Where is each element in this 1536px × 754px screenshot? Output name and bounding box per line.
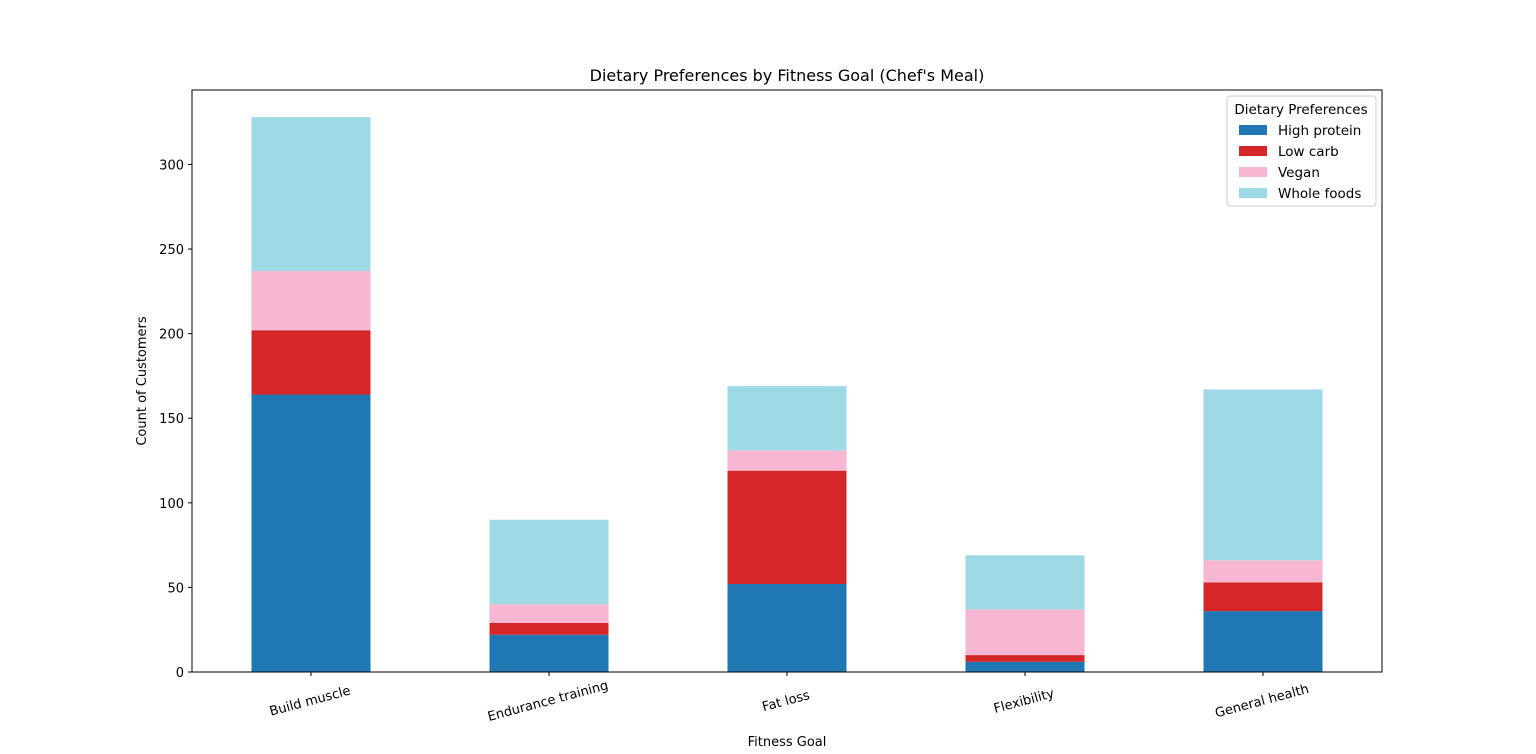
bar-endurance-training-whole-foods — [489, 519, 609, 605]
bar-fat-loss-vegan — [727, 450, 847, 471]
bar-build-muscle-low-carb — [251, 330, 371, 395]
bar-flexibility-low-carb — [965, 655, 1085, 662]
y-tick-label: 200 — [159, 328, 184, 343]
legend-label-low-carb: Low carb — [1278, 144, 1339, 160]
legend-swatch-whole-foods — [1239, 188, 1267, 198]
bar-endurance-training-low-carb — [489, 622, 609, 635]
bar-general-health-whole-foods — [1203, 389, 1323, 561]
bar-general-health-vegan — [1203, 560, 1323, 583]
y-tick-label: 50 — [167, 581, 184, 596]
x-tick-label: General health — [1214, 682, 1311, 721]
bars-layer — [251, 117, 1323, 672]
bar-endurance-training-vegan — [489, 604, 609, 623]
bar-flexibility-whole-foods — [965, 555, 1085, 610]
bar-fat-loss-low-carb — [727, 470, 847, 585]
legend-title: Dietary Preferences — [1234, 102, 1367, 118]
y-tick-label: 300 — [159, 158, 184, 173]
legend-label-whole-foods: Whole foods — [1278, 186, 1361, 202]
x-axis-label: Fitness Goal — [748, 735, 827, 750]
bar-flexibility-vegan — [965, 609, 1085, 656]
bar-build-muscle-whole-foods — [251, 117, 371, 272]
y-tick-label: 250 — [159, 243, 184, 258]
legend-swatch-vegan — [1239, 167, 1267, 177]
chart-title: Dietary Preferences by Fitness Goal (Che… — [590, 66, 985, 85]
legend-label-vegan: Vegan — [1278, 165, 1320, 181]
bar-fat-loss-high-protein — [727, 584, 847, 672]
legend-box — [1226, 95, 1377, 207]
x-tick-label: Flexibility — [992, 686, 1056, 717]
y-tick-label: 0 — [176, 666, 184, 681]
y-axis-label: Count of Customers — [135, 316, 150, 446]
x-axis: Build muscle Endurance training Fat loss Fl… — [268, 672, 1311, 725]
bar-general-health-high-protein — [1203, 611, 1323, 672]
y-tick-label: 150 — [159, 412, 184, 427]
legend-swatch-high-protein — [1239, 125, 1267, 135]
bar-build-muscle-vegan — [251, 271, 371, 331]
bar-general-health-low-carb — [1203, 582, 1323, 612]
legend-label-high-protein: High protein — [1278, 123, 1361, 139]
bar-build-muscle-high-protein — [251, 394, 371, 672]
x-tick-label: Fat loss — [761, 688, 812, 715]
bar-endurance-training-high-protein — [489, 634, 609, 672]
bar-flexibility-high-protein — [965, 661, 1085, 672]
x-tick-label: Endurance training — [486, 678, 610, 725]
legend-swatch-low-carb — [1239, 146, 1267, 156]
y-axis: 0 50 100 150 200 250 300 — [159, 158, 192, 681]
y-tick-label: 100 — [159, 497, 184, 512]
legend: Dietary Preferences High protein Low carb… — [1226, 95, 1377, 207]
bar-fat-loss-whole-foods — [727, 386, 847, 451]
x-tick-label: Build muscle — [268, 684, 352, 720]
